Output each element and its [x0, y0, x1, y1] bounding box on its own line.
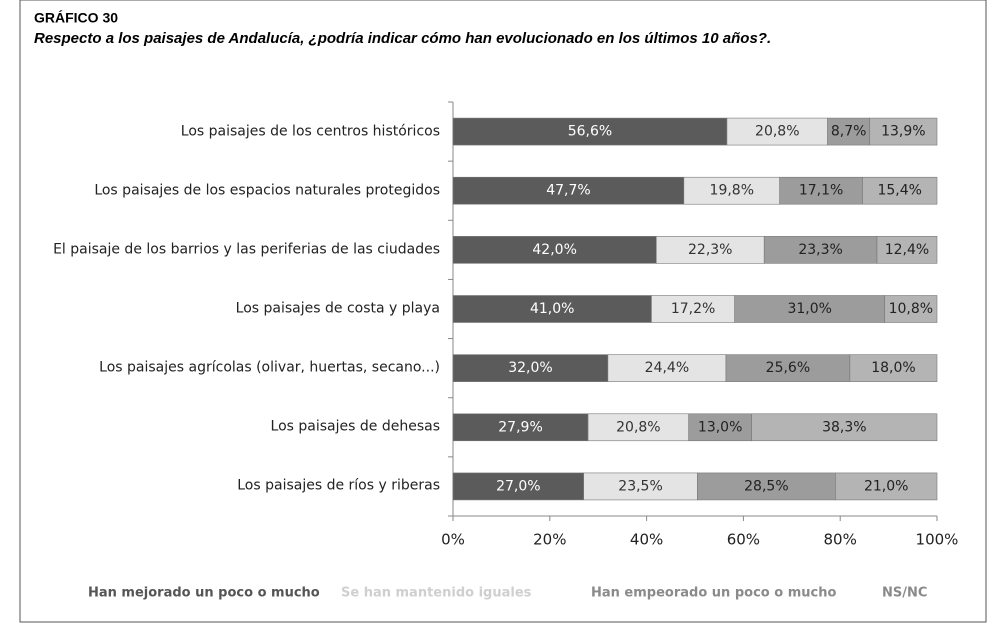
category-label: El paisaje de los barrios y las periferi…: [53, 241, 440, 258]
legend-label: NS/NC: [882, 586, 927, 601]
value-label: 42,0%: [532, 242, 576, 258]
category-label: Los paisajes de costa y playa: [235, 300, 440, 317]
bar-segment: [688, 413, 752, 442]
bar-segment: [452, 295, 652, 323]
value-label: 20,8%: [755, 124, 799, 140]
bar-segment: [751, 413, 938, 442]
value-label: 27,0%: [496, 478, 540, 494]
legend-label: Han empeorado un poco o mucho: [591, 586, 836, 601]
category-label: Los paisajes de dehesas: [270, 418, 440, 435]
value-label: 38,3%: [822, 419, 866, 435]
category-label: Los paisajes de los centros históricos: [180, 123, 440, 140]
bar-segment: [734, 295, 886, 323]
bar-segment: [725, 354, 851, 382]
bar-segment: [763, 236, 878, 264]
value-label: 32,0%: [508, 360, 552, 376]
bar-segment: [884, 295, 938, 323]
value-label: 18,0%: [871, 360, 915, 376]
value-label: 10,8%: [889, 301, 933, 317]
category-label: Los paisajes de ríos y riberas: [237, 477, 440, 494]
bar-segment: [452, 413, 589, 442]
bar-segment: [869, 117, 938, 146]
bar-segment: [587, 413, 690, 442]
category-label: Los paisajes de los espacios naturales p…: [94, 182, 440, 199]
bar-segment: [583, 472, 698, 501]
value-label: 31,0%: [787, 301, 831, 317]
legend-label: Han mejorado un poco o mucho: [88, 586, 320, 601]
value-label: 13,0%: [698, 419, 742, 435]
category-label: Los paisajes agrícolas (olivar, huertas,…: [99, 359, 440, 376]
value-label: 21,0%: [864, 478, 908, 494]
bar-segment: [726, 117, 828, 146]
chart-subtitle: Respecto a los paisajes de Andalucía, ¿p…: [34, 30, 771, 47]
value-label: 15,4%: [877, 183, 921, 199]
value-label: 8,7%: [831, 124, 867, 140]
chart-title: GRÁFICO 30: [34, 10, 118, 26]
bar-segment: [655, 236, 765, 264]
value-label: 28,5%: [744, 478, 788, 494]
value-label: 23,3%: [798, 242, 842, 258]
x-tick-label: 40%: [630, 531, 663, 549]
bar-segment: [849, 354, 938, 382]
value-label: 23,5%: [618, 478, 662, 494]
value-label: 56,6%: [568, 124, 612, 140]
x-tick-label: 60%: [727, 531, 760, 549]
value-label: 13,9%: [881, 124, 925, 140]
value-label: 17,1%: [799, 183, 843, 199]
x-tick-label: 80%: [824, 531, 857, 549]
value-label: 17,2%: [671, 301, 715, 317]
bar-segment: [452, 117, 728, 146]
value-label: 22,3%: [688, 242, 732, 258]
value-label: 24,4%: [645, 360, 689, 376]
value-label: 27,9%: [498, 419, 542, 435]
bar-segment: [862, 176, 938, 205]
x-tick-label: 100%: [916, 531, 959, 549]
value-label: 25,6%: [766, 360, 810, 376]
legend-label: Se han mantenido iguales: [341, 586, 532, 601]
bar-segment: [876, 236, 938, 264]
value-label: 19,8%: [710, 183, 754, 199]
bar-segment: [452, 354, 609, 382]
frame: [19, 0, 987, 623]
bar-segment: [835, 472, 938, 501]
bar-segment: [607, 354, 727, 382]
x-tick-label: 20%: [533, 531, 566, 549]
bar-segment: [779, 176, 863, 205]
bar-segment: [683, 176, 780, 205]
bar-segment: [452, 176, 685, 205]
value-label: 41,0%: [530, 301, 574, 317]
value-label: 12,4%: [885, 242, 929, 258]
value-label: 20,8%: [616, 419, 660, 435]
value-label: 47,7%: [546, 183, 590, 199]
bar-segment: [452, 236, 657, 264]
x-tick-label: 0%: [441, 531, 465, 549]
